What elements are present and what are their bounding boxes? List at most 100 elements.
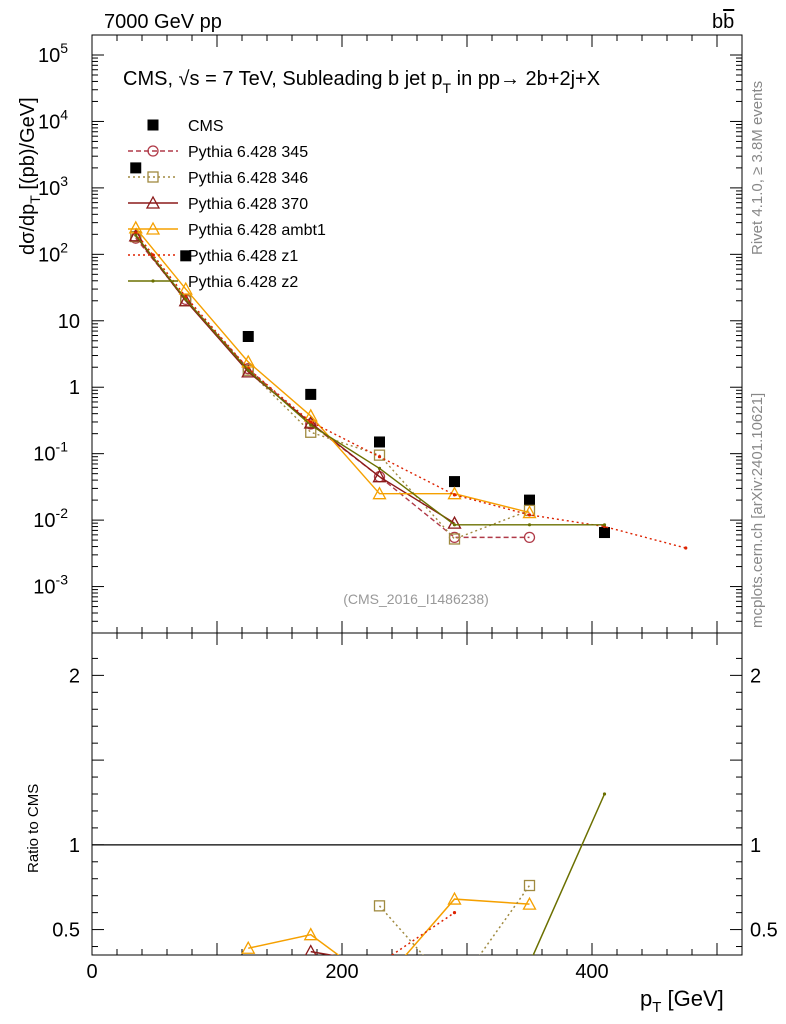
data-point-cms xyxy=(524,494,535,506)
data-point-ambt1 xyxy=(241,354,256,368)
legend-label-ambt1: Pythia 6.428 ambt1 xyxy=(188,222,326,239)
legend-label-p370: Pythia 6.428 370 xyxy=(188,196,308,213)
ratio-point-p370 xyxy=(374,957,386,968)
ratio-line-p370 xyxy=(310,950,335,955)
mcplots-label: mcplots.cern.ch [arXiv:2401.10621] xyxy=(749,393,766,628)
data-point-cms xyxy=(305,388,317,400)
data-point-z2 xyxy=(527,523,532,527)
x-tick-label: 400 xyxy=(575,961,608,983)
ratio-point-z2 xyxy=(378,957,381,960)
data-point-cms xyxy=(599,527,610,539)
legend-marker-p346 xyxy=(147,171,159,183)
data-point-z1 xyxy=(452,493,457,497)
ratio-panel-frame xyxy=(91,632,743,956)
data-point-z2 xyxy=(452,523,457,527)
process-label: bb xyxy=(712,11,734,33)
data-point-z1 xyxy=(684,546,688,550)
legend-label-p345: Pythia 6.428 345 xyxy=(188,144,308,161)
data-point-z2 xyxy=(602,523,607,527)
data-point-p345 xyxy=(523,531,536,544)
y-tick-label: 105 xyxy=(38,40,68,67)
ratio-point-p346 xyxy=(373,900,386,912)
ratio-y-tick-label: 0.5 xyxy=(52,920,80,942)
x-tick-label: 200 xyxy=(325,961,358,983)
x-tick-label: 0 xyxy=(86,961,97,983)
y-tick-label: 104 xyxy=(38,106,68,133)
data-point-p370 xyxy=(128,228,143,242)
data-point-ambt1 xyxy=(372,486,387,500)
data-point-cms xyxy=(180,250,192,262)
legend: CMS Pythia 6.428 345 Pythia 6.428 346 Pythi… xyxy=(128,118,326,291)
data-point-z2 xyxy=(246,368,250,372)
data-point-cms xyxy=(130,162,142,174)
y-tick-label: 10-2 xyxy=(33,505,68,532)
ratio-y-tick-label: 1 xyxy=(69,835,80,857)
data-point-z2 xyxy=(184,297,188,301)
legend-marker-p345 xyxy=(147,145,159,157)
ratio-point-z1 xyxy=(378,962,381,965)
legend-marker-z2 xyxy=(151,279,155,283)
ratio-point-z2 xyxy=(528,962,531,965)
ratio-line-ambt1 xyxy=(248,898,530,955)
data-point-p370 xyxy=(372,469,387,483)
data-point-z2 xyxy=(134,233,138,237)
data-point-z2 xyxy=(377,466,382,471)
y-tick-label: 10-1 xyxy=(33,439,68,466)
ratio-line-p346 xyxy=(378,885,531,955)
ratio-y-axis-label: Ratio to CMS xyxy=(25,784,42,873)
ratio-point-ambt1 xyxy=(303,927,318,941)
y-tick-label: 10-3 xyxy=(33,572,68,599)
legend-label-z1: Pythia 6.428 z1 xyxy=(188,248,298,265)
main-series-layer xyxy=(128,162,688,550)
data-point-p346 xyxy=(373,449,386,461)
legend-label-z2: Pythia 6.428 z2 xyxy=(188,274,298,291)
ratio-point-p346 xyxy=(450,986,460,996)
ratio-point-ambt1 xyxy=(241,940,256,954)
ratio-point-z1 xyxy=(452,911,457,915)
data-point-z2 xyxy=(309,423,313,427)
data-point-cms xyxy=(374,436,385,448)
plot-title: CMS, √s = 7 TeV, Subleading b jet pT in … xyxy=(123,68,600,96)
legend-marker-ambt1 xyxy=(145,221,161,235)
data-point-p345 xyxy=(305,418,317,430)
ratio-y-tick-label: 2 xyxy=(69,665,80,687)
ratio-point-z2 xyxy=(602,792,607,796)
series-line-z2 xyxy=(135,234,605,526)
y-tick-label: 102 xyxy=(38,239,68,266)
legend-label-cms: CMS xyxy=(188,118,224,135)
legend-marker-cms xyxy=(147,119,159,131)
data-point-ambt1 xyxy=(178,281,193,295)
legend-marker-z1 xyxy=(151,253,155,257)
data-point-p346 xyxy=(448,533,461,545)
x-axis-label: pT [GeV] xyxy=(640,986,724,1016)
rivet-label: Rivet 4.1.0, ≥ 3.8M events xyxy=(749,81,766,255)
ratio-point-z2 xyxy=(453,979,456,982)
ratio-line-z2 xyxy=(532,793,606,955)
data-point-ambt1 xyxy=(522,505,537,519)
legend-label-p346: Pythia 6.428 346 xyxy=(188,170,308,187)
ratio-point-p370 xyxy=(304,944,317,955)
ratio-point-p346 xyxy=(523,879,536,892)
y-axis-label: dσ/dpT [(pb)/GeV] xyxy=(17,97,43,255)
data-point-z1 xyxy=(377,455,382,459)
legend-marker-p370 xyxy=(145,195,161,209)
ratio-y-tick-label-right: 0.5 xyxy=(750,920,778,942)
data-point-z1 xyxy=(309,420,313,424)
ratio-line-z1 xyxy=(390,912,455,955)
ratio-point-ambt1 xyxy=(522,896,537,910)
energy-label: 7000 GeV pp xyxy=(104,11,222,33)
data-point-z1 xyxy=(527,513,532,517)
y-tick-label: 1 xyxy=(69,377,80,399)
data-point-cms xyxy=(242,330,254,342)
analysis-id: (CMS_2016_I1486238) xyxy=(343,591,489,607)
ratio-series-layer xyxy=(241,792,607,996)
y-tick-label: 103 xyxy=(38,173,68,200)
ratio-point-ambt1 xyxy=(447,891,462,905)
ratio-y-tick-label-right: 2 xyxy=(750,665,761,687)
ratio-y-tick-label-right: 1 xyxy=(750,835,761,857)
axis-ticks: 0 200 400 10-3 10-2 10-1 1 10 102 103 104 105 0.5 0.5… xyxy=(33,34,778,983)
y-tick-label: 10 xyxy=(58,311,80,333)
data-point-cms xyxy=(449,476,460,488)
series-line-ambt1 xyxy=(135,227,530,514)
